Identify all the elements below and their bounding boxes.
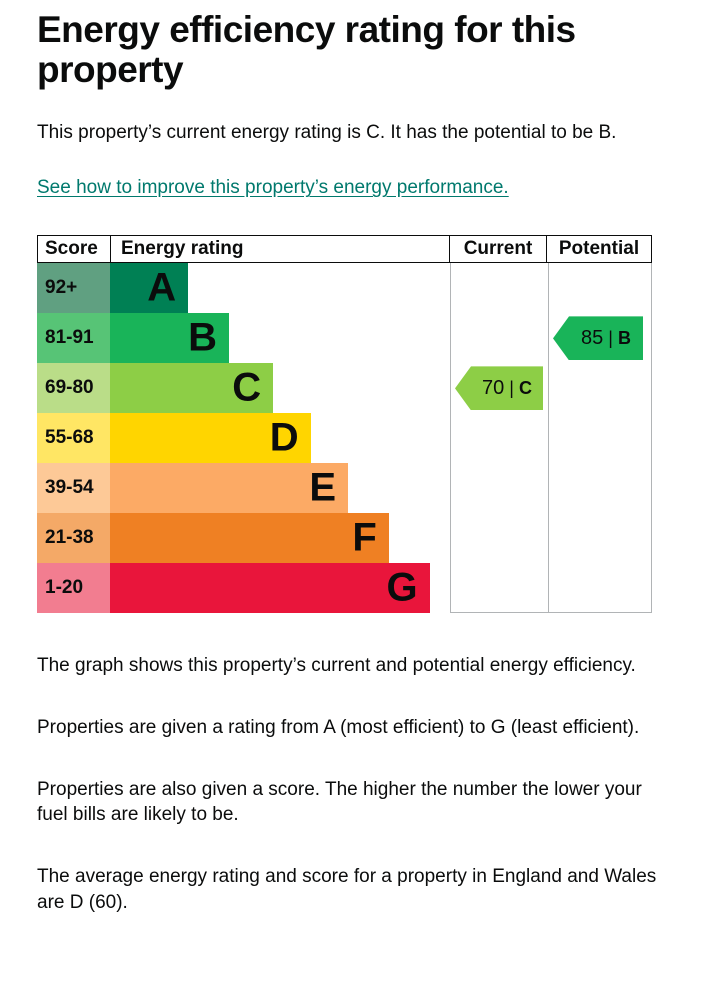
band-row-f: 21-38 F <box>37 513 652 564</box>
score-explanation-text: Properties are also given a score. The h… <box>37 778 642 826</box>
band-row-e: 39-54 E <box>37 463 652 514</box>
energy-rating-chart: Score Energy rating Current Potential 92… <box>37 235 652 614</box>
score-range-b: 81-91 <box>37 313 110 364</box>
graph-description-text: The graph shows this property’s current … <box>37 655 636 677</box>
current-rating-arrow: 70 | C <box>455 366 543 411</box>
band-bar-a: A <box>110 263 189 314</box>
improve-energy-performance-link[interactable]: See how to improve this property’s energ… <box>37 177 509 199</box>
average-rating-text: The average energy rating and score for … <box>37 865 657 913</box>
score-range-e: 39-54 <box>37 463 110 514</box>
rating-explanation-text: Properties are given a rating from A (mo… <box>37 716 640 738</box>
energy-rating-column-header: Energy rating <box>111 236 450 263</box>
current-rating-arrow-separator: | <box>509 377 514 398</box>
potential-column-header: Potential <box>558 238 640 260</box>
band-bar-b: B <box>110 313 229 364</box>
band-bar-area: C <box>110 363 450 414</box>
improve-link-wrap: See how to improve this property’s energ… <box>37 177 680 199</box>
current-rating-arrow-score: 70 <box>482 376 505 399</box>
band-bar-area: D <box>110 413 450 464</box>
band-bar-d: D <box>110 413 311 464</box>
potential-rating-arrow-band-letter: B <box>617 327 631 348</box>
band-bar-area: G <box>110 563 450 614</box>
potential-rating-arrow-score: 85 <box>581 326 604 349</box>
band-row-c: 69-80 C <box>37 363 652 414</box>
band-row-d: 55-68 D <box>37 413 652 464</box>
band-bar-area: B <box>110 313 450 364</box>
band-letter-f: F <box>352 515 377 560</box>
band-bar-area: A <box>110 263 450 314</box>
potential-rating-arrow-separator: | <box>608 327 613 348</box>
band-row-a: 92+ A <box>37 263 652 314</box>
band-letter-c: C <box>232 365 262 410</box>
score-column-header: Score <box>38 236 111 263</box>
band-letter-a: A <box>147 265 177 310</box>
band-row-g: 1-20 G <box>37 563 652 614</box>
band-bar-f: F <box>110 513 389 564</box>
score-range-g: 1-20 <box>37 563 110 614</box>
band-row-b: 81-91 B <box>37 313 652 364</box>
chart-header: Score Energy rating Current Potential <box>37 235 652 264</box>
current-column-header: Current <box>450 236 547 263</box>
band-bar-g: G <box>110 563 430 614</box>
page-title: Energy efficiency rating for this proper… <box>37 9 576 91</box>
score-range-f: 21-38 <box>37 513 110 564</box>
band-bar-c: C <box>110 363 274 414</box>
band-letter-g: G <box>386 565 418 610</box>
band-letter-e: E <box>309 465 336 510</box>
chart-body: 92+ A 81-91 B 69-80 C 55-68 D 39-54 E 21-38 F 1-20 G 7… <box>37 263 652 614</box>
band-bar-area: E <box>110 463 450 514</box>
band-bar-area: F <box>110 513 450 564</box>
intro-text: This property’s current energy rating is… <box>37 121 617 143</box>
band-bar-e: E <box>110 463 348 514</box>
score-range-a: 92+ <box>37 263 110 314</box>
band-letter-b: B <box>188 315 217 360</box>
band-letter-d: D <box>269 415 299 460</box>
score-range-d: 55-68 <box>37 413 110 464</box>
score-range-c: 69-80 <box>37 363 110 414</box>
potential-rating-arrow: 85 | B <box>553 316 643 361</box>
current-rating-arrow-band-letter: C <box>518 377 532 398</box>
